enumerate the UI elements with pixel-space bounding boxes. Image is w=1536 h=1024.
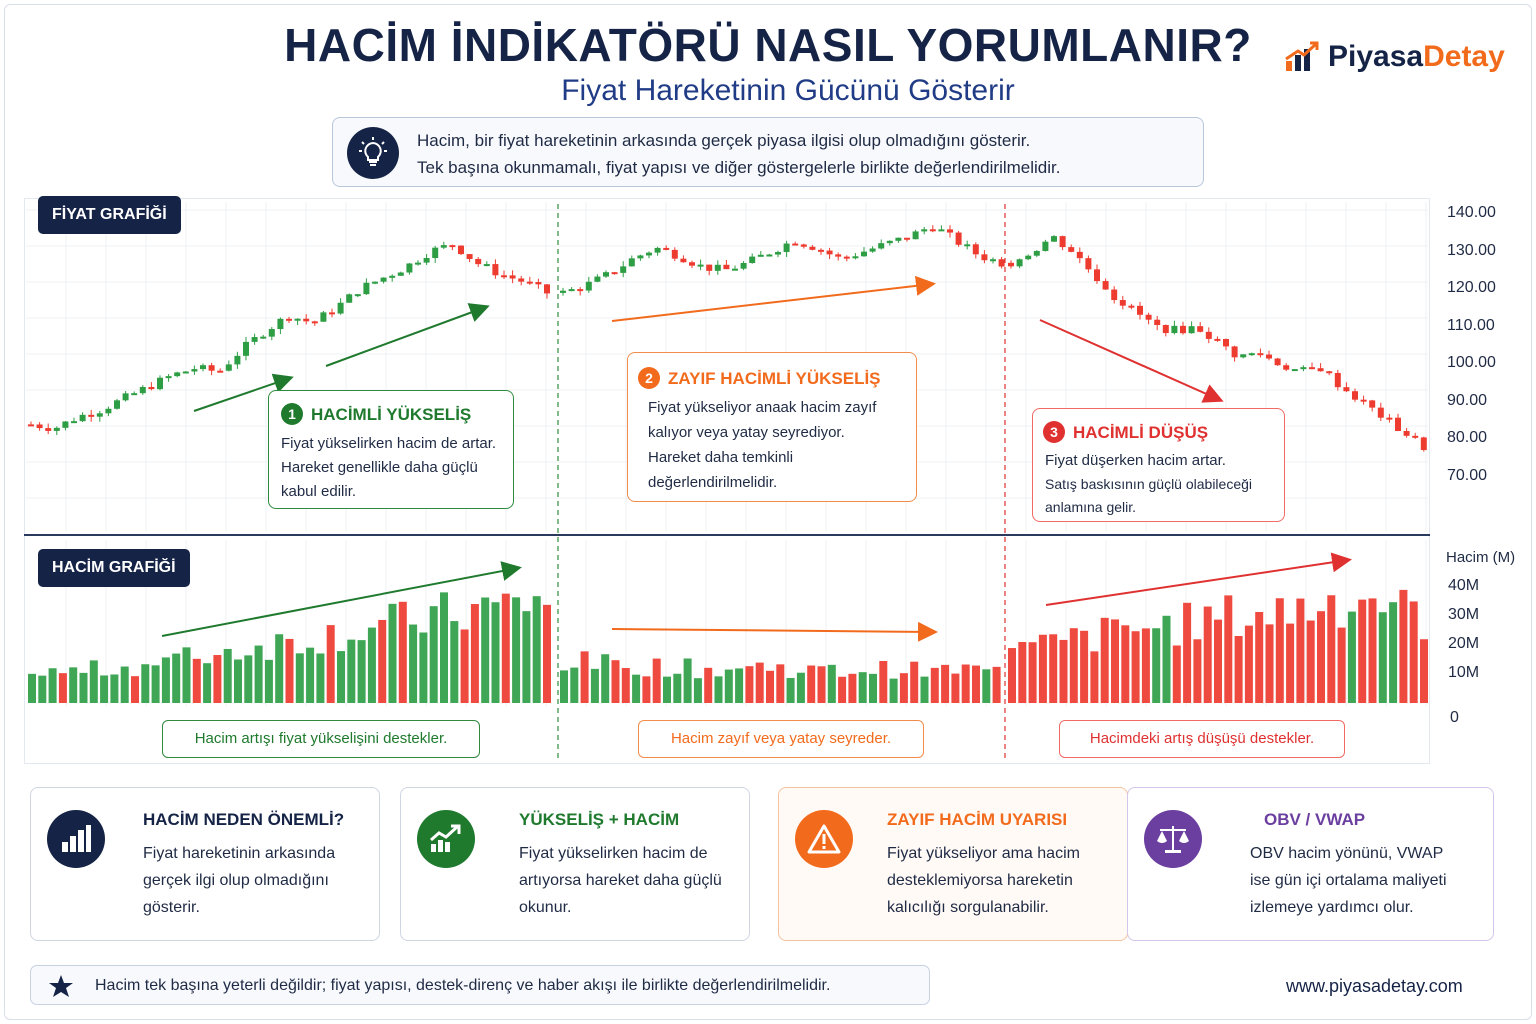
logo-chart-icon xyxy=(1285,41,1319,71)
feature-line: artıyorsa hareket daha güçlü xyxy=(519,872,722,889)
bar-chart-icon xyxy=(47,810,105,868)
feature-line: Fiyat hareketinin arkasında xyxy=(143,845,336,862)
phase-card-2-line: kalıyor veya yatay seyrediyor. xyxy=(648,424,845,441)
feature-title: OBV / VWAP xyxy=(1264,810,1366,829)
balance-scale-icon xyxy=(1144,810,1202,868)
feature-card-rise-volume: YÜKSELİŞ + HACİM Fiyat yükselirken hacim… xyxy=(400,787,750,941)
panel-divider xyxy=(24,534,1430,536)
price-tick-label: 140.00 xyxy=(1447,204,1496,221)
phase-card-2-title: 2 ZAYIF HACİMLİ YÜKSELİŞ xyxy=(638,367,881,389)
feature-line: Fiyat yükseliyor ama hacim xyxy=(887,845,1080,862)
price-tick-label: 100.00 xyxy=(1447,354,1496,372)
star-icon xyxy=(49,975,73,997)
volume-tick-label: 10M xyxy=(1448,664,1480,681)
feature-line: kalıcılığı sorgulanabilir. xyxy=(887,899,1049,916)
warning-icon xyxy=(795,810,853,868)
feature-line: OBV hacim yönünü, VWAP xyxy=(1250,845,1444,862)
price-tick-label: 110.00 xyxy=(1447,316,1495,334)
phase-card-2-line: Fiyat yükseliyor anaak hacim zayıf xyxy=(648,399,877,416)
feature-card-weak-volume: ZAYIF HACİM UYARISI Fiyat yükseliyor ama… xyxy=(778,787,1128,941)
volume-unit-label: Hacim (M) xyxy=(1446,549,1516,566)
phase-card-3: 3 HACİMLİ DÜŞÜŞ Fiyat düşerken hacim arta… xyxy=(1032,408,1285,522)
feature-card-obv-vwap: OBV / VWAP OBV hacim yönünü, VWAP ise gü… xyxy=(1127,787,1494,941)
volume-tick-label: 40M xyxy=(1448,577,1480,594)
feature-line: ise gün içi ortalama maliyeti xyxy=(1250,872,1447,889)
phase-card-3-number: 3 xyxy=(1043,421,1065,443)
trend-up-icon xyxy=(417,810,475,868)
footer-note: Hacim tek başına yeterli değildir; fiyat… xyxy=(30,965,930,1005)
page-title: HACİM İNDİKATÖRÜ NASIL YORUMLANIR? xyxy=(284,19,1252,71)
logo-text-main: Piyasa xyxy=(1328,40,1424,73)
volume-caption-2: Hacim zayıf veya yatay seyreder. xyxy=(638,720,924,758)
phase-card-1-line: Fiyat yükselirken hacim de artar. xyxy=(281,435,497,452)
phase-card-1-line: kabul edilir. xyxy=(281,483,357,500)
page-frame xyxy=(4,4,1532,1020)
page-subtitle: Fiyat Hareketinin Gücünü Gösterir xyxy=(561,74,1015,107)
feature-title: YÜKSELİŞ + HACİM xyxy=(519,810,680,829)
feature-line: gerçek ilgi olup olmadığını xyxy=(143,872,329,889)
feature-card-volume-importance: HACİM NEDEN ÖNEMLİ? Fiyat hareketinin ar… xyxy=(30,787,380,941)
info-line-2: Tek başına okunmamalı, fiyat yapısı ve d… xyxy=(417,158,1061,177)
phase-card-2-title-text: ZAYIF HACİMLİ YÜKSELİŞ xyxy=(668,369,881,388)
feature-line: izlemeye yardımcı olur. xyxy=(1250,899,1414,916)
footer-note-text: Hacim tek başına yeterli değildir; fiyat… xyxy=(95,977,831,994)
feature-line: desteklemiyorsa hareketin xyxy=(887,872,1073,889)
volume-tick-label: 30M xyxy=(1448,606,1480,623)
website-link[interactable]: www.piyasadetay.com xyxy=(1286,976,1463,996)
price-tick-label: 90.00 xyxy=(1447,391,1488,409)
volume-caption-1: Hacim artışı fiyat yükselişini destekler… xyxy=(162,720,480,758)
phase-card-3-line: anlamına gelir. xyxy=(1045,499,1137,515)
phase-card-3-title-text: HACİMLİ DÜŞÜŞ xyxy=(1073,423,1209,442)
price-tick-label: 120.00 xyxy=(1447,279,1496,297)
volume-tick-label: 20M xyxy=(1448,635,1480,652)
phase-card-1: 1 HACİMLİ YÜKSELİŞ Fiyat yükselirken haci… xyxy=(268,390,514,509)
info-line-1: Hacim, bir fiyat hareketinin arkasında g… xyxy=(417,131,1031,150)
feature-line: gösterir. xyxy=(143,899,200,916)
phase-card-2-line: değerlendirilmelidir. xyxy=(648,474,778,491)
price-chart-badge: FİYAT GRAFİĞİ xyxy=(38,196,181,234)
phase-card-2-number: 2 xyxy=(638,367,660,389)
phase-card-2-line: Hareket daha temkinli xyxy=(648,449,794,466)
phase-card-2: 2 ZAYIF HACİMLİ YÜKSELİŞ Fiyat yükseliyor… xyxy=(627,352,917,502)
info-banner: Hacim, bir fiyat hareketinin arkasında g… xyxy=(332,117,1204,187)
phase-card-3-line: Fiyat düşerken hacim artar. xyxy=(1045,452,1226,469)
logo-text-accent: Detay xyxy=(1423,40,1505,73)
feature-line: Fiyat yükselirken hacim de xyxy=(519,845,708,862)
brand-logo[interactable]: Piyasa Detay xyxy=(1284,40,1505,74)
phase-card-1-title-text: HACİMLİ YÜKSELİŞ xyxy=(311,405,472,424)
phase-card-1-title: 1 HACİMLİ YÜKSELİŞ xyxy=(281,403,471,425)
phase-card-1-number: 1 xyxy=(281,403,303,425)
price-tick-label: 70.00 xyxy=(1447,467,1488,484)
phase-card-3-line: Satış baskısının güçlü olabileceği xyxy=(1045,476,1253,492)
chart-area xyxy=(24,198,1430,764)
phase-card-1-line: Hareket genellikle daha güçlü xyxy=(281,459,478,476)
feature-title: ZAYIF HACİM UYARISI xyxy=(887,810,1068,829)
feature-line: okunur. xyxy=(519,899,572,916)
volume-caption-3: Hacimdeki artış düşüşü destekler. xyxy=(1059,720,1345,758)
lightbulb-icon xyxy=(347,127,399,179)
price-tick-label: 130.00 xyxy=(1447,241,1496,259)
feature-title: HACİM NEDEN ÖNEMLİ? xyxy=(143,810,345,829)
volume-tick-label: 0 xyxy=(1450,709,1459,726)
price-tick-label: 80.00 xyxy=(1447,429,1488,447)
volume-chart-badge: HACİM GRAFİĞİ xyxy=(38,549,190,587)
phase-card-3-title: 3 HACİMLİ DÜŞÜŞ xyxy=(1043,421,1208,443)
